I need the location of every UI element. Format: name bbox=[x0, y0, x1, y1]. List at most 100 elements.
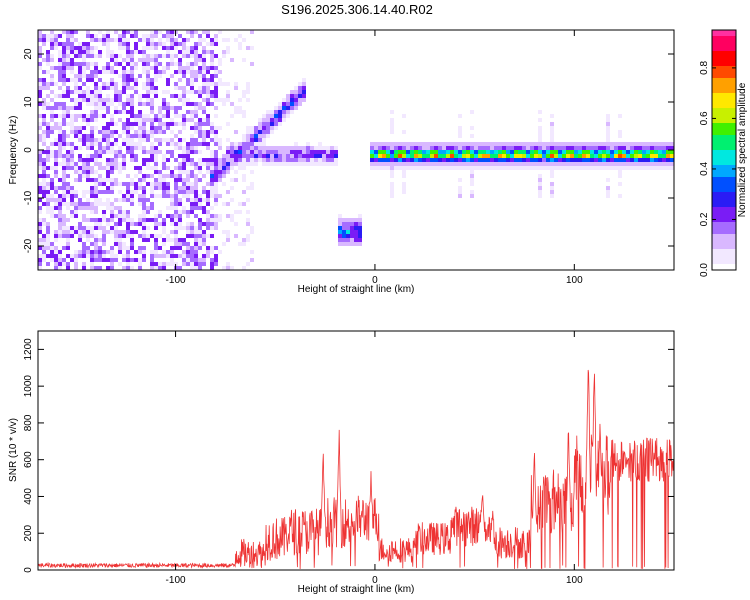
heatmap-cell bbox=[330, 158, 334, 162]
heatmap-cell bbox=[90, 70, 94, 74]
heatmap-cell bbox=[154, 154, 158, 158]
heatmap-cell bbox=[38, 122, 42, 126]
heatmap-cell bbox=[234, 82, 238, 86]
heatmap-cell bbox=[174, 70, 178, 74]
heatmap-cell bbox=[98, 246, 102, 250]
heatmap-cell bbox=[442, 162, 446, 166]
heatmap-cell bbox=[90, 258, 94, 262]
heatmap-cell bbox=[86, 234, 90, 238]
x-tick-label: 0 bbox=[372, 575, 378, 586]
heatmap-cell bbox=[146, 94, 150, 98]
heatmap-cell bbox=[86, 178, 90, 182]
heatmap-cell bbox=[486, 146, 490, 150]
heatmap-cell bbox=[522, 166, 526, 170]
heatmap-cell bbox=[314, 162, 318, 166]
heatmap-cell bbox=[170, 130, 174, 134]
heatmap-cell bbox=[210, 162, 214, 166]
heatmap-cell bbox=[38, 198, 42, 202]
heatmap-cell bbox=[86, 162, 90, 166]
heatmap-cell bbox=[238, 154, 242, 158]
heatmap-cell bbox=[190, 210, 194, 214]
heatmap-cell bbox=[150, 202, 154, 206]
heatmap-cell bbox=[522, 162, 526, 166]
heatmap-cell bbox=[114, 54, 118, 58]
colorbar-swatch bbox=[712, 129, 736, 133]
heatmap-cell bbox=[94, 94, 98, 98]
heatmap-cell bbox=[54, 202, 58, 206]
heatmap-cell bbox=[54, 150, 58, 154]
heatmap-cell bbox=[614, 158, 618, 162]
heatmap-cell bbox=[406, 150, 410, 154]
heatmap-cell bbox=[198, 150, 202, 154]
heatmap-cell bbox=[178, 222, 182, 226]
colorbar-swatch bbox=[712, 54, 736, 58]
heatmap-cell bbox=[58, 54, 62, 58]
heatmap-cell bbox=[258, 130, 262, 134]
heatmap-cell bbox=[286, 114, 290, 118]
heatmap-cell bbox=[474, 154, 478, 158]
heatmap-cell bbox=[62, 122, 66, 126]
heatmap-cell bbox=[610, 166, 614, 170]
heatmap-cell bbox=[538, 142, 542, 146]
heatmap-cell bbox=[74, 194, 78, 198]
heatmap-cell bbox=[106, 34, 110, 38]
colorbar-tick-label: 0.4 bbox=[699, 162, 710, 176]
heatmap-cell bbox=[262, 150, 266, 154]
heatmap-cell bbox=[422, 158, 426, 162]
heatmap-cell bbox=[58, 258, 62, 262]
heatmap-cell bbox=[178, 226, 182, 230]
heatmap-cell bbox=[134, 250, 138, 254]
heatmap-cell bbox=[170, 202, 174, 206]
heatmap-cell bbox=[154, 54, 158, 58]
heatmap-cell bbox=[382, 158, 386, 162]
heatmap-cell bbox=[166, 110, 170, 114]
heatmap-cell bbox=[190, 114, 194, 118]
heatmap-cell bbox=[122, 198, 126, 202]
heatmap-cell bbox=[62, 174, 66, 178]
heatmap-cell bbox=[402, 154, 406, 158]
heatmap-cell bbox=[126, 254, 130, 258]
heatmap-cell bbox=[62, 226, 66, 230]
heatmap-cell bbox=[98, 90, 102, 94]
heatmap-cell bbox=[38, 246, 42, 250]
heatmap-cell bbox=[46, 242, 50, 246]
heatmap-cell bbox=[542, 150, 546, 154]
heatmap-cell bbox=[186, 150, 190, 154]
heatmap-cell bbox=[170, 222, 174, 226]
heatmap-cell bbox=[190, 110, 194, 114]
heatmap-cell bbox=[310, 162, 314, 166]
heatmap-cell bbox=[374, 150, 378, 154]
heatmap-cell bbox=[666, 142, 670, 146]
heatmap-cell bbox=[594, 162, 598, 166]
heatmap-cell bbox=[666, 162, 670, 166]
heatmap-cell bbox=[126, 250, 130, 254]
heatmap-cell bbox=[106, 174, 110, 178]
heatmap-cell bbox=[414, 166, 418, 170]
heatmap-cell bbox=[190, 230, 194, 234]
heatmap-cell bbox=[210, 194, 214, 198]
heatmap-cell bbox=[210, 258, 214, 262]
heatmap-cell bbox=[446, 146, 450, 150]
heatmap-cell bbox=[54, 38, 58, 42]
heatmap-cell bbox=[106, 30, 110, 34]
heatmap-cell bbox=[50, 246, 54, 250]
heatmap-cell bbox=[118, 46, 122, 50]
heatmap-cell bbox=[98, 174, 102, 178]
heatmap-cell bbox=[86, 114, 90, 118]
heatmap-cell bbox=[134, 82, 138, 86]
heatmap-cell bbox=[614, 142, 618, 146]
heatmap-cell bbox=[358, 218, 362, 222]
heatmap-cell bbox=[282, 146, 286, 150]
heatmap-cell bbox=[182, 186, 186, 190]
heatmap-cell bbox=[402, 146, 406, 150]
heatmap-cell bbox=[506, 142, 510, 146]
y-tick-label: 0 bbox=[23, 567, 34, 573]
heatmap-cell bbox=[474, 158, 478, 162]
heatmap-cell bbox=[134, 222, 138, 226]
heatmap-cell bbox=[618, 174, 622, 178]
heatmap-cell bbox=[190, 250, 194, 254]
heatmap-cell bbox=[162, 174, 166, 178]
colorbar-swatch bbox=[712, 141, 736, 145]
heatmap-cell bbox=[494, 154, 498, 158]
heatmap-cell bbox=[198, 206, 202, 210]
